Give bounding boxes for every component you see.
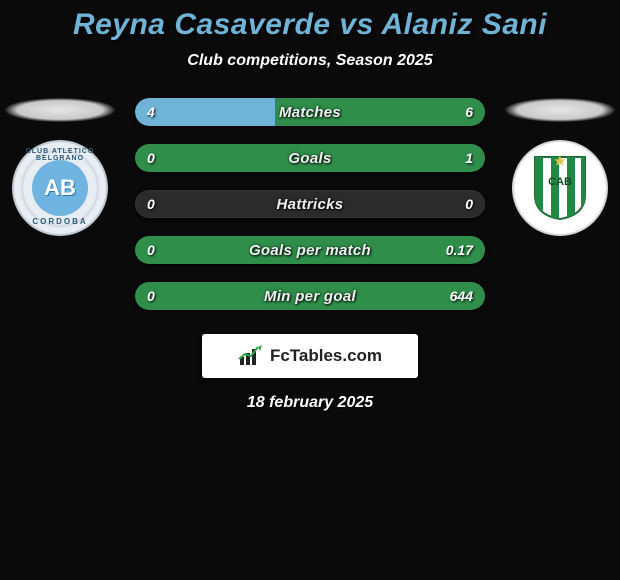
- chart-icon: [238, 345, 264, 367]
- brand-badge: FcTables.com: [202, 334, 418, 378]
- crest-right-letters: CAB: [548, 176, 572, 188]
- shield-icon: CAB: [531, 155, 589, 221]
- date-text: 18 february 2025: [0, 394, 620, 412]
- club-crest-left: CLUB ATLETICO BELGRANO AB CORDOBA: [12, 140, 108, 236]
- brand-text: FcTables.com: [270, 346, 382, 366]
- right-player-column: CAB: [500, 98, 620, 236]
- stat-label: Matches: [135, 98, 485, 126]
- stat-label: Min per goal: [135, 282, 485, 310]
- stat-row: 00.17Goals per match: [135, 236, 485, 264]
- stat-row: 0644Min per goal: [135, 282, 485, 310]
- player-shadow-left: [5, 98, 115, 122]
- stat-row: 01Goals: [135, 144, 485, 172]
- crest-left-bottom-text: CORDOBA: [14, 217, 106, 226]
- stat-row: 46Matches: [135, 98, 485, 126]
- player-shadow-right: [505, 98, 615, 122]
- crest-left-top-text: CLUB ATLETICO BELGRANO: [14, 148, 106, 162]
- left-player-column: CLUB ATLETICO BELGRANO AB CORDOBA: [0, 98, 120, 236]
- stat-label: Goals: [135, 144, 485, 172]
- club-crest-right: CAB: [512, 140, 608, 236]
- crest-left-letters: AB: [32, 160, 88, 216]
- comparison-card: Reyna Casaverde vs Alaniz Sani Club comp…: [0, 0, 620, 412]
- stats-bars: 46Matches 01Goals 00Hattricks 00.17Goals pe…: [135, 98, 485, 310]
- stat-label: Goals per match: [135, 236, 485, 264]
- page-title: Reyna Casaverde vs Alaniz Sani: [0, 8, 620, 42]
- stat-label: Hattricks: [135, 190, 485, 218]
- subtitle: Club competitions, Season 2025: [0, 52, 620, 70]
- content-area: CLUB ATLETICO BELGRANO AB CORDOBA: [0, 98, 620, 412]
- stat-row: 00Hattricks: [135, 190, 485, 218]
